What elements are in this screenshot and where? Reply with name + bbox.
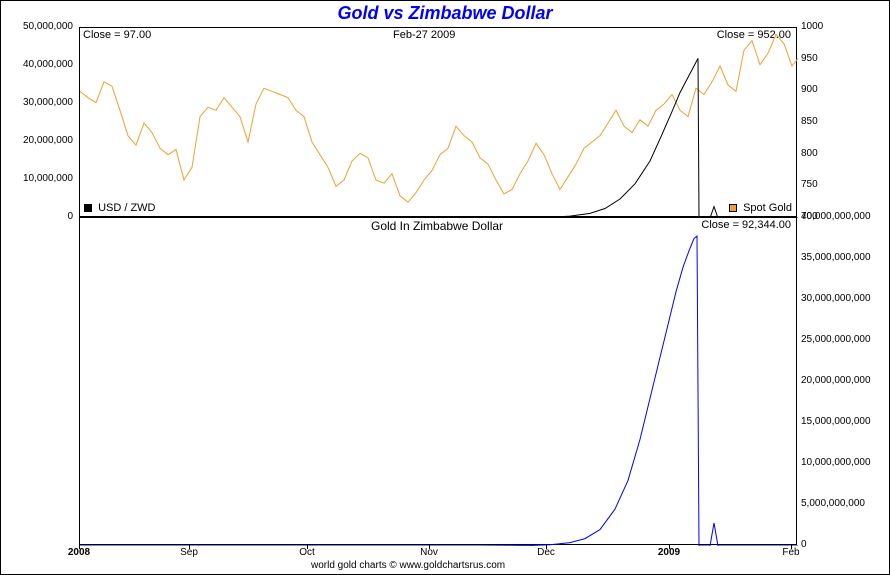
bottom-chart-svg <box>80 218 798 546</box>
x-tick-mark <box>669 545 670 549</box>
axis-tick: 0 <box>801 539 889 550</box>
axis-tick: 25,000,000,000 <box>801 334 889 345</box>
axis-tick: 10,000,000 <box>1 173 73 184</box>
axis-tick: 900 <box>801 84 889 95</box>
legend-usdzwd: USD / ZWD <box>84 202 156 214</box>
axis-tick: 20,000,000 <box>1 135 73 146</box>
x-tick-mark <box>307 545 308 549</box>
axis-tick: 30,000,000 <box>1 97 73 108</box>
top-chart-svg <box>80 28 798 218</box>
usdzwd-line <box>80 58 798 218</box>
axis-tick: 20,000,000,000 <box>801 375 889 386</box>
axis-tick: 10,000,000,000 <box>801 457 889 468</box>
axis-tick: 50,000,000 <box>1 21 73 32</box>
legend-label-gold: Spot Gold <box>743 202 792 214</box>
axis-tick: 35,000,000,000 <box>801 252 889 263</box>
legend-swatch-usdzwd <box>84 204 92 212</box>
gold-in-zwd-line <box>80 236 798 546</box>
x-tick-mark <box>429 545 430 549</box>
axis-tick: 5,000,000,000 <box>801 498 889 509</box>
legend-swatch-gold <box>729 204 737 212</box>
axis-tick: 40,000,000,000 <box>801 211 889 222</box>
credit-text: world gold charts © www.goldchartsrus.co… <box>311 560 505 571</box>
axis-tick: 1000 <box>801 21 889 32</box>
x-tick-mark <box>546 545 547 549</box>
spot-gold-line <box>80 34 798 202</box>
chart-container: Gold vs Zimbabwe Dollar Close = 97.00 Fe… <box>0 0 890 575</box>
chart-title: Gold vs Zimbabwe Dollar <box>1 1 889 24</box>
x-tick-mark <box>189 545 190 549</box>
axis-tick: 800 <box>801 148 889 159</box>
axis-tick: 30,000,000,000 <box>801 293 889 304</box>
top-plot-area: USD / ZWD Spot Gold <box>79 27 797 217</box>
axis-tick: 850 <box>801 116 889 127</box>
axis-tick: 40,000,000 <box>1 59 73 70</box>
bottom-plot-area <box>79 217 797 545</box>
axis-tick: 15,000,000,000 <box>801 416 889 427</box>
axis-tick: 0 <box>1 211 73 222</box>
x-tick-mark <box>791 545 792 549</box>
axis-tick: 950 <box>801 53 889 64</box>
x-tick-mark <box>79 545 80 549</box>
legend-gold: Spot Gold <box>729 202 792 214</box>
legend-label-usdzwd: USD / ZWD <box>98 202 155 214</box>
axis-tick: 750 <box>801 179 889 190</box>
